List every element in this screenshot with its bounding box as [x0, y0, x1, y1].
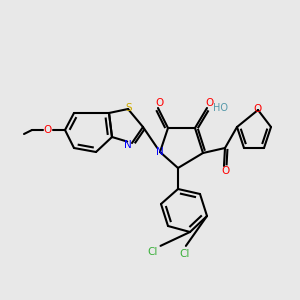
Text: O: O: [155, 98, 163, 108]
Text: O: O: [221, 166, 229, 176]
Text: O: O: [206, 98, 214, 108]
Text: Cl: Cl: [180, 249, 190, 259]
Text: O: O: [44, 125, 52, 135]
Text: N: N: [124, 140, 132, 150]
Text: O: O: [254, 104, 262, 114]
Text: HO: HO: [213, 103, 228, 113]
Text: S: S: [126, 103, 132, 113]
Text: N: N: [156, 147, 164, 157]
Text: Cl: Cl: [148, 247, 158, 257]
